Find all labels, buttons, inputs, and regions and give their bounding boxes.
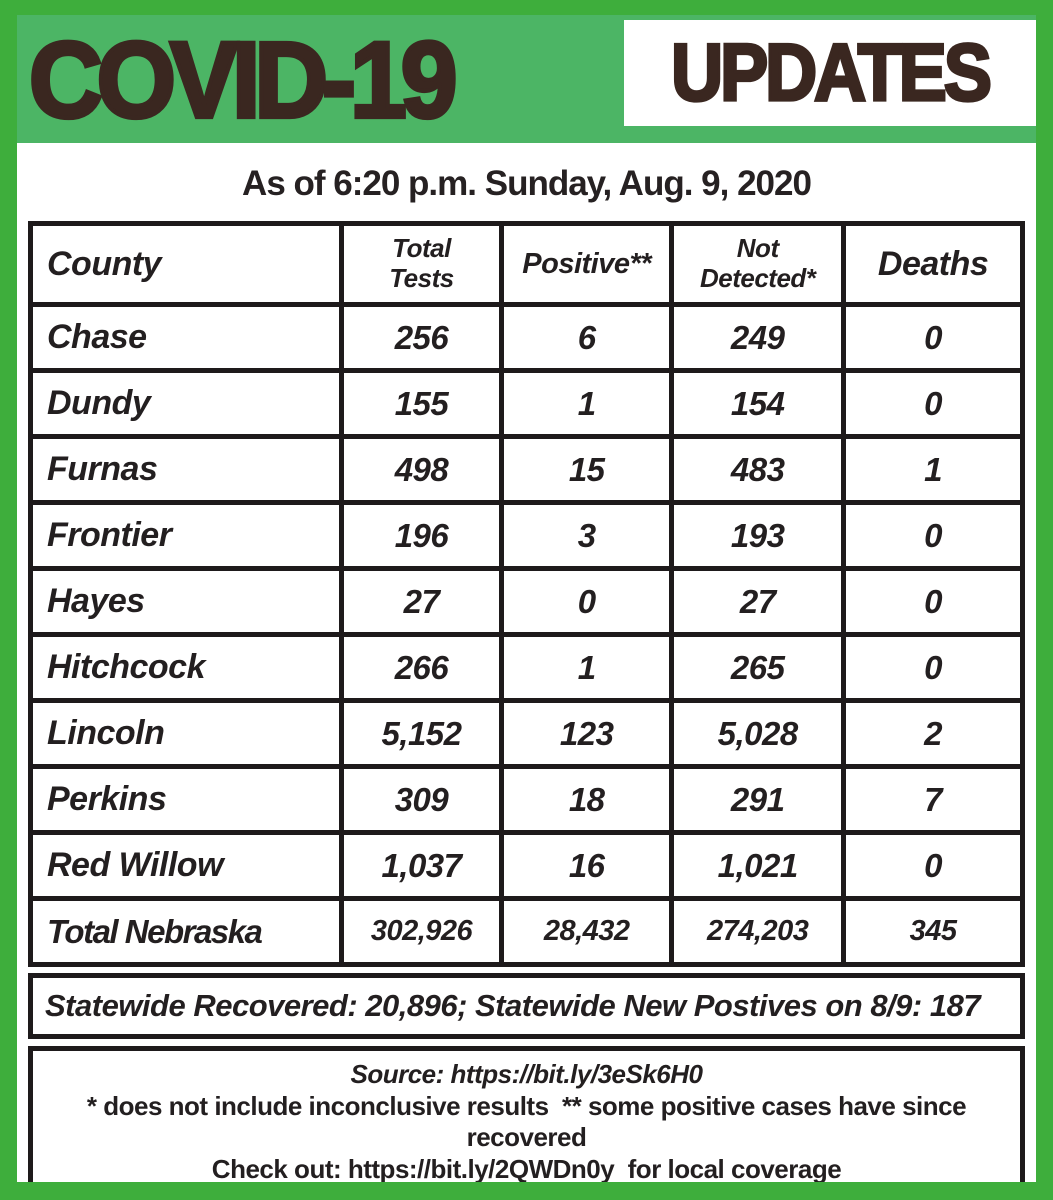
positive-value: 15 <box>504 439 670 500</box>
deaths-value: 0 <box>846 505 1020 566</box>
updates-badge: UPDATES <box>624 20 1036 126</box>
county-name: Hitchcock <box>33 637 339 698</box>
total-tests-value: 302,926 <box>343 901 500 962</box>
county-name: Frontier <box>33 505 339 566</box>
column-header-positive: Positive** <box>504 226 670 302</box>
county-name: Furnas <box>33 439 339 500</box>
not-detected-value: 5,028 <box>674 703 842 764</box>
total-tests-value: 309 <box>343 769 500 830</box>
total-tests-value: 155 <box>343 373 500 434</box>
total-tests-value: 266 <box>343 637 500 698</box>
not-detected-value: 291 <box>674 769 842 830</box>
positive-value: 6 <box>504 307 670 368</box>
deaths-value: 345 <box>846 901 1020 962</box>
statewide-summary: Statewide Recovered: 20,896; Statewide N… <box>28 973 1025 1039</box>
positive-value: 16 <box>504 835 670 896</box>
county-name: Perkins <box>33 769 339 830</box>
not-detected-value: 1,021 <box>674 835 842 896</box>
deaths-value: 1 <box>846 439 1020 500</box>
not-detected-value: 274,203 <box>674 901 842 962</box>
page-title: COVID-19 <box>27 19 459 141</box>
header-band: COVID-19 UPDATES <box>17 15 1036 143</box>
column-header-total-tests: Total Tests <box>343 226 500 302</box>
deaths-value: 0 <box>846 373 1020 434</box>
positive-value: 3 <box>504 505 670 566</box>
deaths-value: 0 <box>846 835 1020 896</box>
county-name: Lincoln <box>33 703 339 764</box>
county-name: Chase <box>33 307 339 368</box>
positive-value: 1 <box>504 637 670 698</box>
county-name: Red Willow <box>33 835 339 896</box>
deaths-value: 2 <box>846 703 1020 764</box>
not-detected-value: 249 <box>674 307 842 368</box>
total-tests-value: 1,037 <box>343 835 500 896</box>
total-tests-value: 196 <box>343 505 500 566</box>
updates-label: UPDATES <box>670 27 994 120</box>
not-detected-value: 27 <box>674 571 842 632</box>
content-area: COVID-19 UPDATES As of 6:20 p.m. Sunday,… <box>17 15 1036 1182</box>
positive-value: 123 <box>504 703 670 764</box>
total-tests-value: 498 <box>343 439 500 500</box>
footnotes-line: * does not include inconclusive results … <box>86 1090 973 1153</box>
deaths-value: 0 <box>846 571 1020 632</box>
total-tests-value: 256 <box>343 307 500 368</box>
not-detected-value: 154 <box>674 373 842 434</box>
covid-table: County Total Tests Positive** Not Detect… <box>28 221 1025 967</box>
not-detected-value: 483 <box>674 439 842 500</box>
total-tests-value: 5,152 <box>343 703 500 764</box>
column-header-not-detected: Not Detected* <box>674 226 842 302</box>
not-detected-value: 193 <box>674 505 842 566</box>
county-name: Dundy <box>33 373 339 434</box>
not-detected-value: 265 <box>674 637 842 698</box>
positive-value: 28,432 <box>504 901 670 962</box>
coverage-line: Check out: https://bit.ly/2QWDn0y for lo… <box>211 1154 842 1182</box>
footer-box: Source: https://bit.ly/3eSk6H0 * does no… <box>28 1046 1025 1182</box>
column-header-county: County <box>33 226 339 302</box>
source-line: Source: https://bit.ly/3eSk6H0 <box>350 1059 703 1089</box>
deaths-value: 7 <box>846 769 1020 830</box>
column-header-deaths: Deaths <box>846 226 1020 302</box>
positive-value: 0 <box>504 571 670 632</box>
total-tests-value: 27 <box>343 571 500 632</box>
deaths-value: 0 <box>846 637 1020 698</box>
positive-value: 18 <box>504 769 670 830</box>
deaths-value: 0 <box>846 307 1020 368</box>
total-row-label: Total Nebraska <box>33 901 339 962</box>
positive-value: 1 <box>504 373 670 434</box>
timestamp-subtitle: As of 6:20 p.m. Sunday, Aug. 9, 2020 <box>242 164 812 203</box>
county-name: Hayes <box>33 571 339 632</box>
